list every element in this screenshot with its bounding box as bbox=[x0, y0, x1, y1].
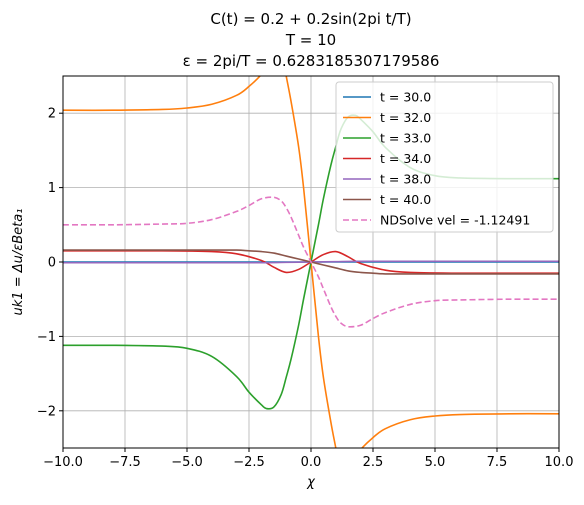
title-line-2: T = 10 bbox=[285, 31, 336, 49]
legend-box bbox=[335, 81, 554, 233]
y-tick-label: 2 bbox=[48, 107, 56, 122]
legend-entry: t = 40.0 bbox=[380, 192, 431, 207]
x-tick-label: 10.0 bbox=[545, 455, 574, 470]
y-tick-label: −1 bbox=[37, 330, 56, 345]
y-axis-ticks: −2 −1 0 1 2 bbox=[37, 107, 63, 419]
legend-entry: t = 38.0 bbox=[380, 172, 431, 187]
y-axis-label: uk1 = Δu/εBeta₁ bbox=[11, 209, 26, 316]
legend-entry: t = 34.0 bbox=[380, 151, 431, 166]
y-tick-label: 0 bbox=[48, 256, 56, 271]
x-tick-label: −2.5 bbox=[233, 455, 265, 470]
x-tick-label: −7.5 bbox=[109, 455, 141, 470]
title-line-1: C(t) = 0.2 + 0.2sin(2pi t/T) bbox=[210, 10, 411, 28]
x-tick-label: 5.0 bbox=[425, 455, 446, 470]
x-tick-label: −5.0 bbox=[171, 455, 203, 470]
x-tick-label: 2.5 bbox=[363, 455, 384, 470]
legend-entry: t = 33.0 bbox=[380, 131, 431, 146]
y-tick-label: 1 bbox=[48, 181, 56, 196]
legend-entry: t = 32.0 bbox=[380, 110, 431, 125]
legend-entry: t = 30.0 bbox=[380, 90, 431, 105]
x-axis-ticks: −10.0 −7.5 −5.0 −2.5 0.0 2.5 5.0 7.5 10.0 bbox=[43, 448, 573, 470]
x-tick-label: −10.0 bbox=[43, 455, 83, 470]
x-axis-label: χ bbox=[306, 475, 316, 490]
legend: t = 30.0 t = 32.0 t = 33.0 t = 34.0 t = 38.0… bbox=[335, 81, 554, 233]
legend-entry: NDSolve vel = -1.12491 bbox=[380, 213, 530, 228]
series-line-7 bbox=[63, 196, 559, 328]
title-line-3: ε = 2pi/T = 0.6283185307179586 bbox=[183, 52, 440, 70]
y-tick-label: −2 bbox=[37, 404, 56, 419]
x-tick-label: 0.0 bbox=[301, 455, 322, 470]
chart-title: C(t) = 0.2 + 0.2sin(2pi t/T) T = 10 ε = … bbox=[183, 10, 440, 70]
x-tick-label: 7.5 bbox=[487, 455, 508, 470]
